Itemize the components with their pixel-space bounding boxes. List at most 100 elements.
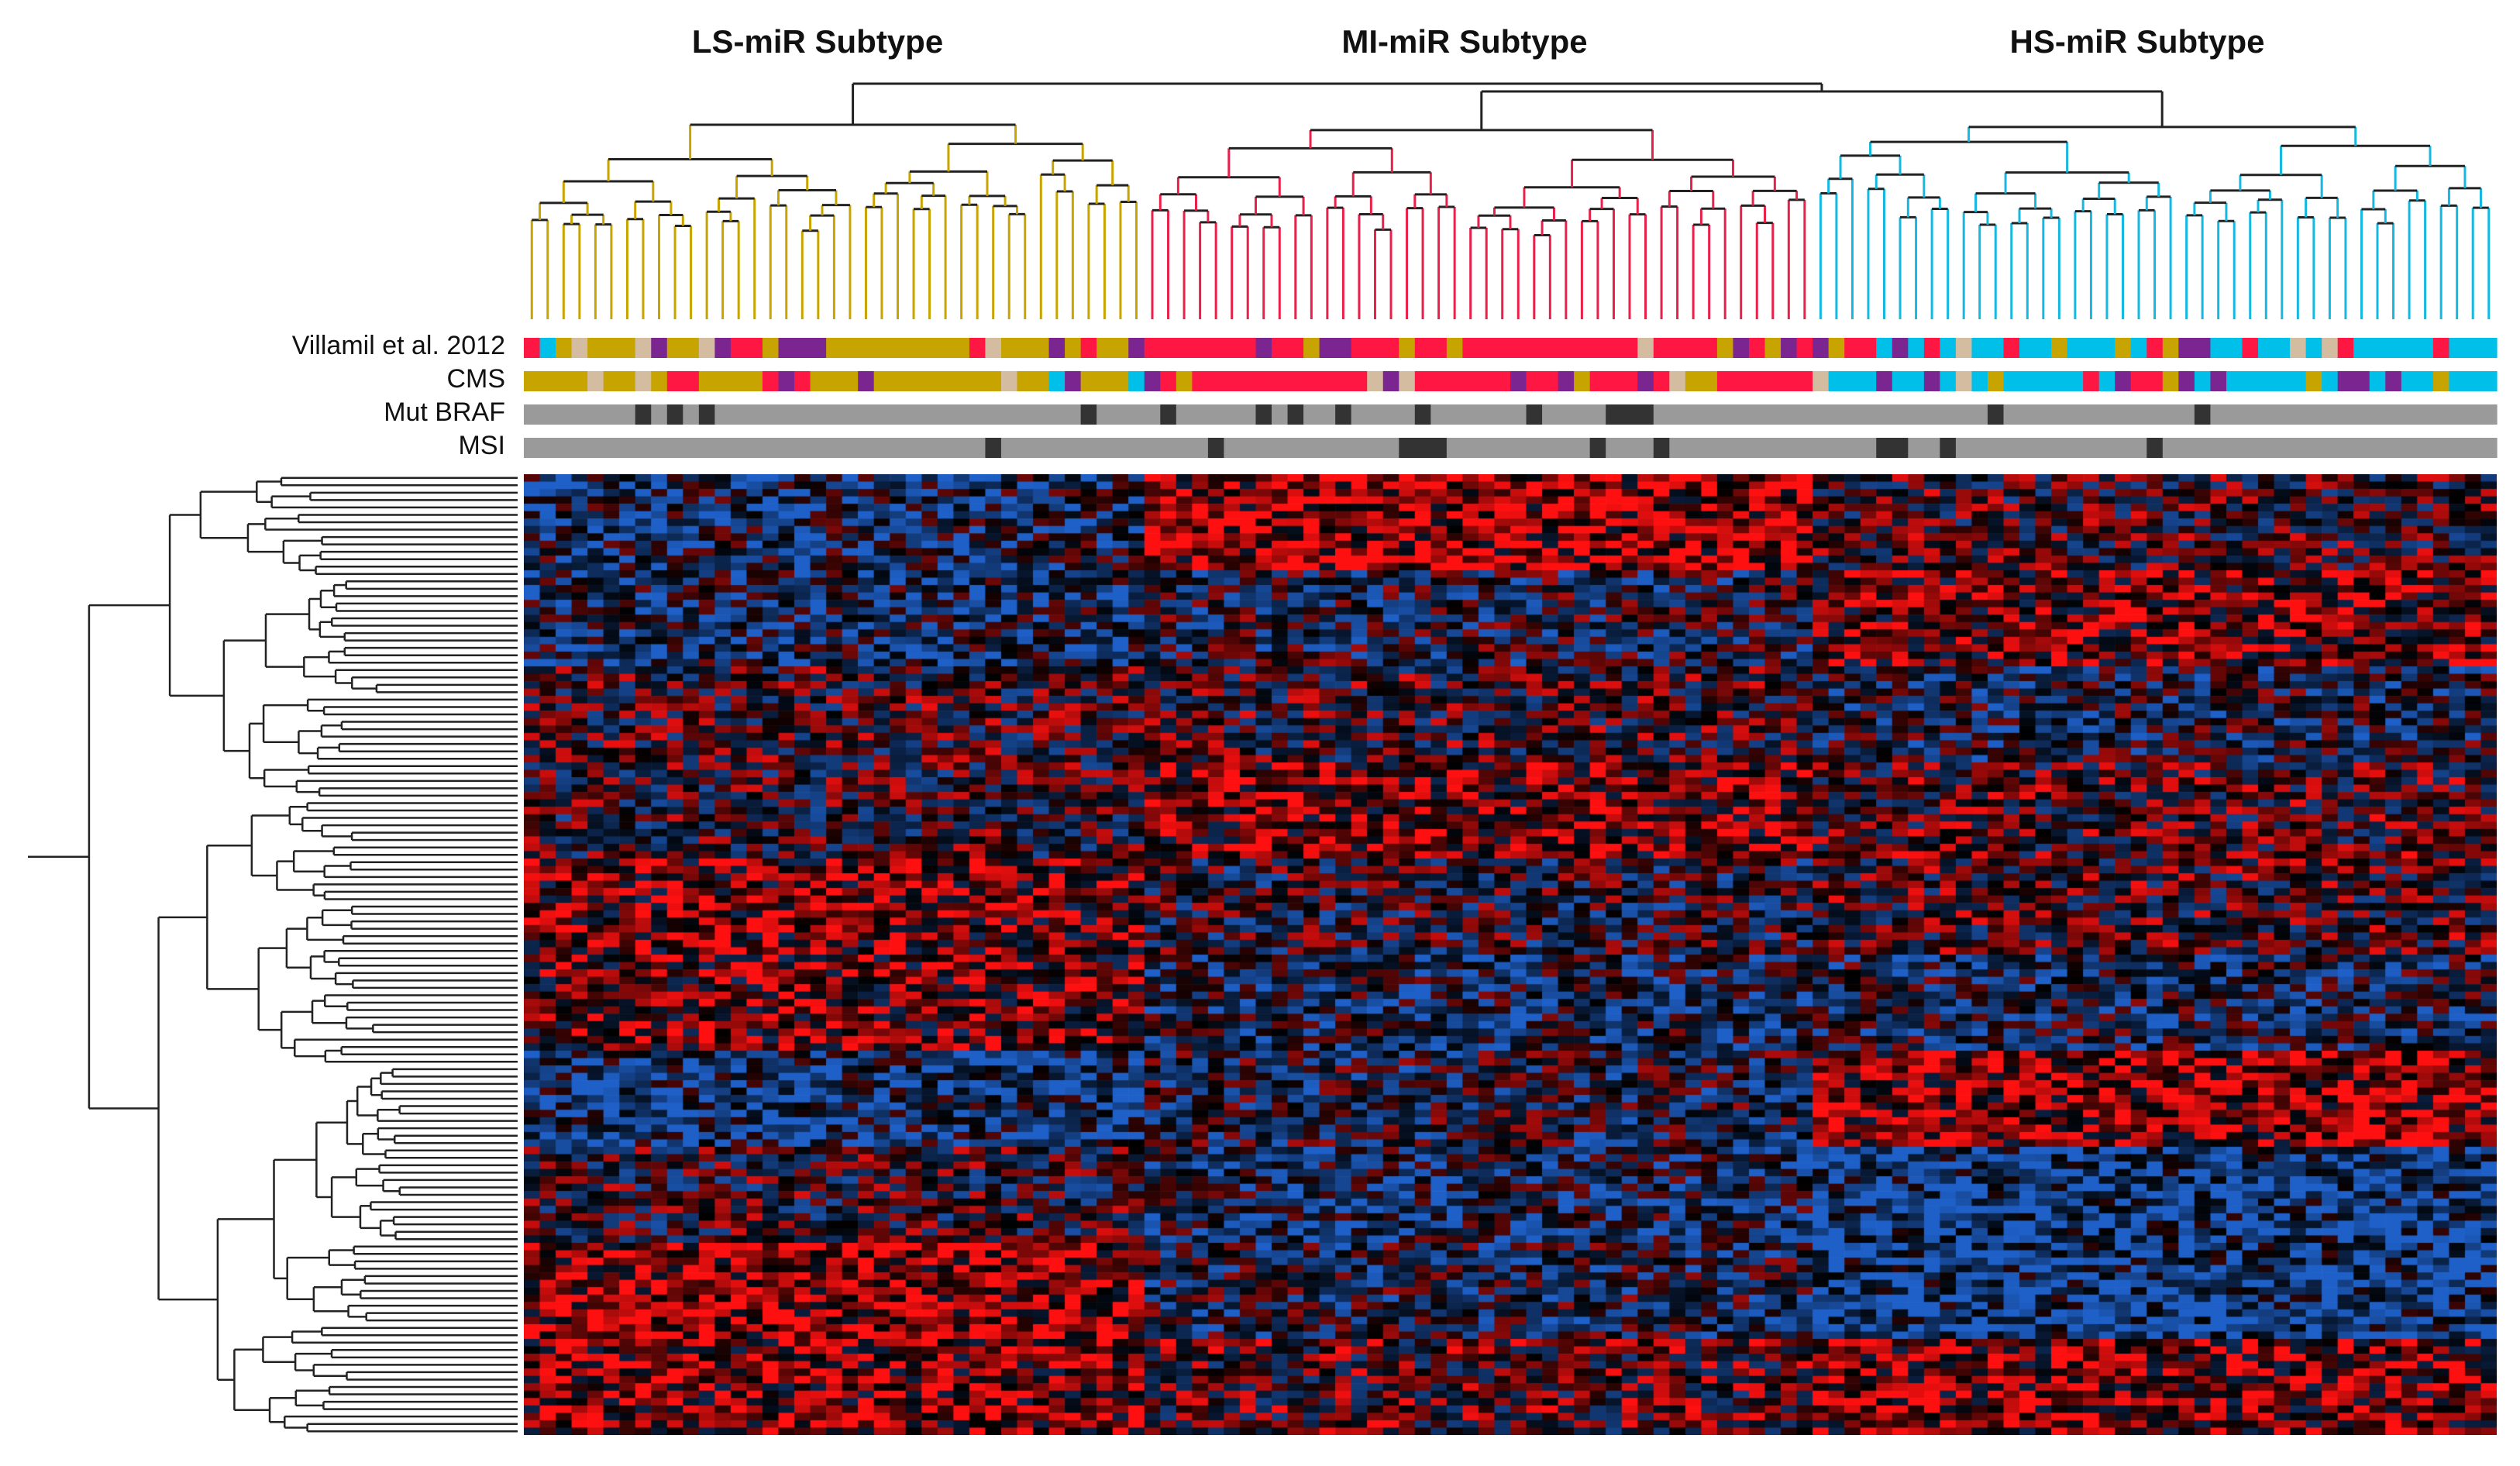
annotation-cell [2035, 338, 2052, 358]
annotation-cell [2417, 371, 2434, 391]
annotation-cell [1176, 338, 1193, 358]
annotation-cell [1971, 404, 1988, 425]
annotation-cell [1224, 438, 1241, 458]
annotation-cell [1796, 404, 1813, 425]
annotation-cell [2194, 338, 2212, 358]
annotation-cell [2401, 438, 2418, 458]
annotation-cell [1017, 438, 1034, 458]
annotation-cell [1892, 371, 1909, 391]
annotation-cell [1414, 438, 1431, 458]
annotation-cell [1065, 371, 1082, 391]
annotation-cell [1430, 338, 1448, 358]
annotation-cell [730, 371, 748, 391]
annotation-cell [1606, 371, 1623, 391]
annotation-cell [842, 438, 859, 458]
annotation-cell [1303, 404, 1320, 425]
annotation-cell [2067, 371, 2084, 391]
annotation-cell [1287, 338, 1304, 358]
annotation-cell [2290, 371, 2307, 391]
annotation-cell [1781, 438, 1798, 458]
annotation-cell [1510, 438, 1527, 458]
annotation-cell [1685, 371, 1702, 391]
annotation-cell [2449, 438, 2466, 458]
annotation-cell [1716, 404, 1734, 425]
annotation-cell [1430, 438, 1448, 458]
annotation-cell [2369, 438, 2386, 458]
annotation-cell [842, 338, 859, 358]
annotation-cell [1876, 338, 1893, 358]
annotation-cell [1255, 404, 1272, 425]
annotation-cell [1716, 338, 1734, 358]
annotation-cell [1065, 404, 1082, 425]
annotation-cell [1558, 404, 1575, 425]
annotation-cell [2146, 371, 2164, 391]
annotation-cell [762, 404, 780, 425]
annotation-cell [1000, 371, 1018, 391]
annotation-cell [666, 338, 683, 358]
annotation-cell [1096, 438, 1114, 458]
annotation-cell [2162, 404, 2179, 425]
annotation-cell [2242, 404, 2259, 425]
annotation-cell [2210, 338, 2227, 358]
annotation-cell [1192, 438, 1209, 458]
annotation-cell [587, 338, 604, 358]
annotation-cell [1558, 371, 1575, 391]
annotation-cell [778, 338, 795, 358]
annotation-cell [1351, 338, 1368, 358]
annotation-cell [2417, 404, 2434, 425]
annotation-cell [1017, 338, 1034, 358]
annotation-cell [1844, 438, 1861, 458]
annotation-cell [2178, 438, 2195, 458]
annotation-cell [826, 404, 843, 425]
annotation-cell [1367, 404, 1384, 425]
annotation-cell [1048, 404, 1065, 425]
annotation-cell [1621, 404, 1638, 425]
annotation-cell [1844, 338, 1861, 358]
annotation-cell [1287, 438, 1304, 458]
track-label-msi: MSI [458, 431, 505, 460]
annotation-cell [1033, 438, 1050, 458]
annotation-cell [1526, 438, 1543, 458]
annotation-cell [1414, 404, 1431, 425]
annotation-cell [1669, 338, 1686, 358]
annotation-cell [1303, 338, 1320, 358]
annotation-cell [1940, 404, 1957, 425]
annotation-cell [1335, 371, 1352, 391]
annotation-cell [714, 371, 732, 391]
annotation-cell [1414, 371, 1431, 391]
annotation-cell [2130, 338, 2147, 358]
annotation-cell [873, 338, 890, 358]
annotation-cell [1813, 404, 1830, 425]
annotation-cell [2305, 438, 2322, 458]
annotation-cell [1160, 438, 1177, 458]
annotation-cell [1096, 338, 1114, 358]
annotation-cell [1128, 438, 1145, 458]
annotation-cell [1574, 438, 1591, 458]
annotation-cell [1239, 371, 1257, 391]
annotation-cell [810, 338, 827, 358]
annotation-cell [2178, 404, 2195, 425]
annotation-cell [921, 338, 938, 358]
annotation-cell [969, 404, 986, 425]
annotation-cell [666, 371, 683, 391]
annotation-cell [1080, 438, 1097, 458]
annotation-cell [1239, 438, 1257, 458]
annotation-cell [1828, 404, 1845, 425]
annotation-cell [2369, 371, 2386, 391]
annotation-cell [1923, 338, 1940, 358]
annotation-cell [890, 371, 907, 391]
annotation-cell [746, 438, 763, 458]
annotation-cell [2003, 338, 2020, 358]
annotation-cell [2019, 438, 2036, 458]
annotation-cell [2353, 371, 2370, 391]
annotation-cell [1128, 404, 1145, 425]
annotation-cell [1908, 338, 1925, 358]
annotation-cell [1892, 438, 1909, 458]
annotation-cell [571, 404, 588, 425]
annotation-cell [2083, 404, 2100, 425]
annotation-cell [1653, 338, 1670, 358]
annotation-cell [1462, 338, 1479, 358]
annotation-cell [2369, 338, 2386, 358]
annotation-cell [1558, 338, 1575, 358]
annotation-cell [698, 338, 715, 358]
